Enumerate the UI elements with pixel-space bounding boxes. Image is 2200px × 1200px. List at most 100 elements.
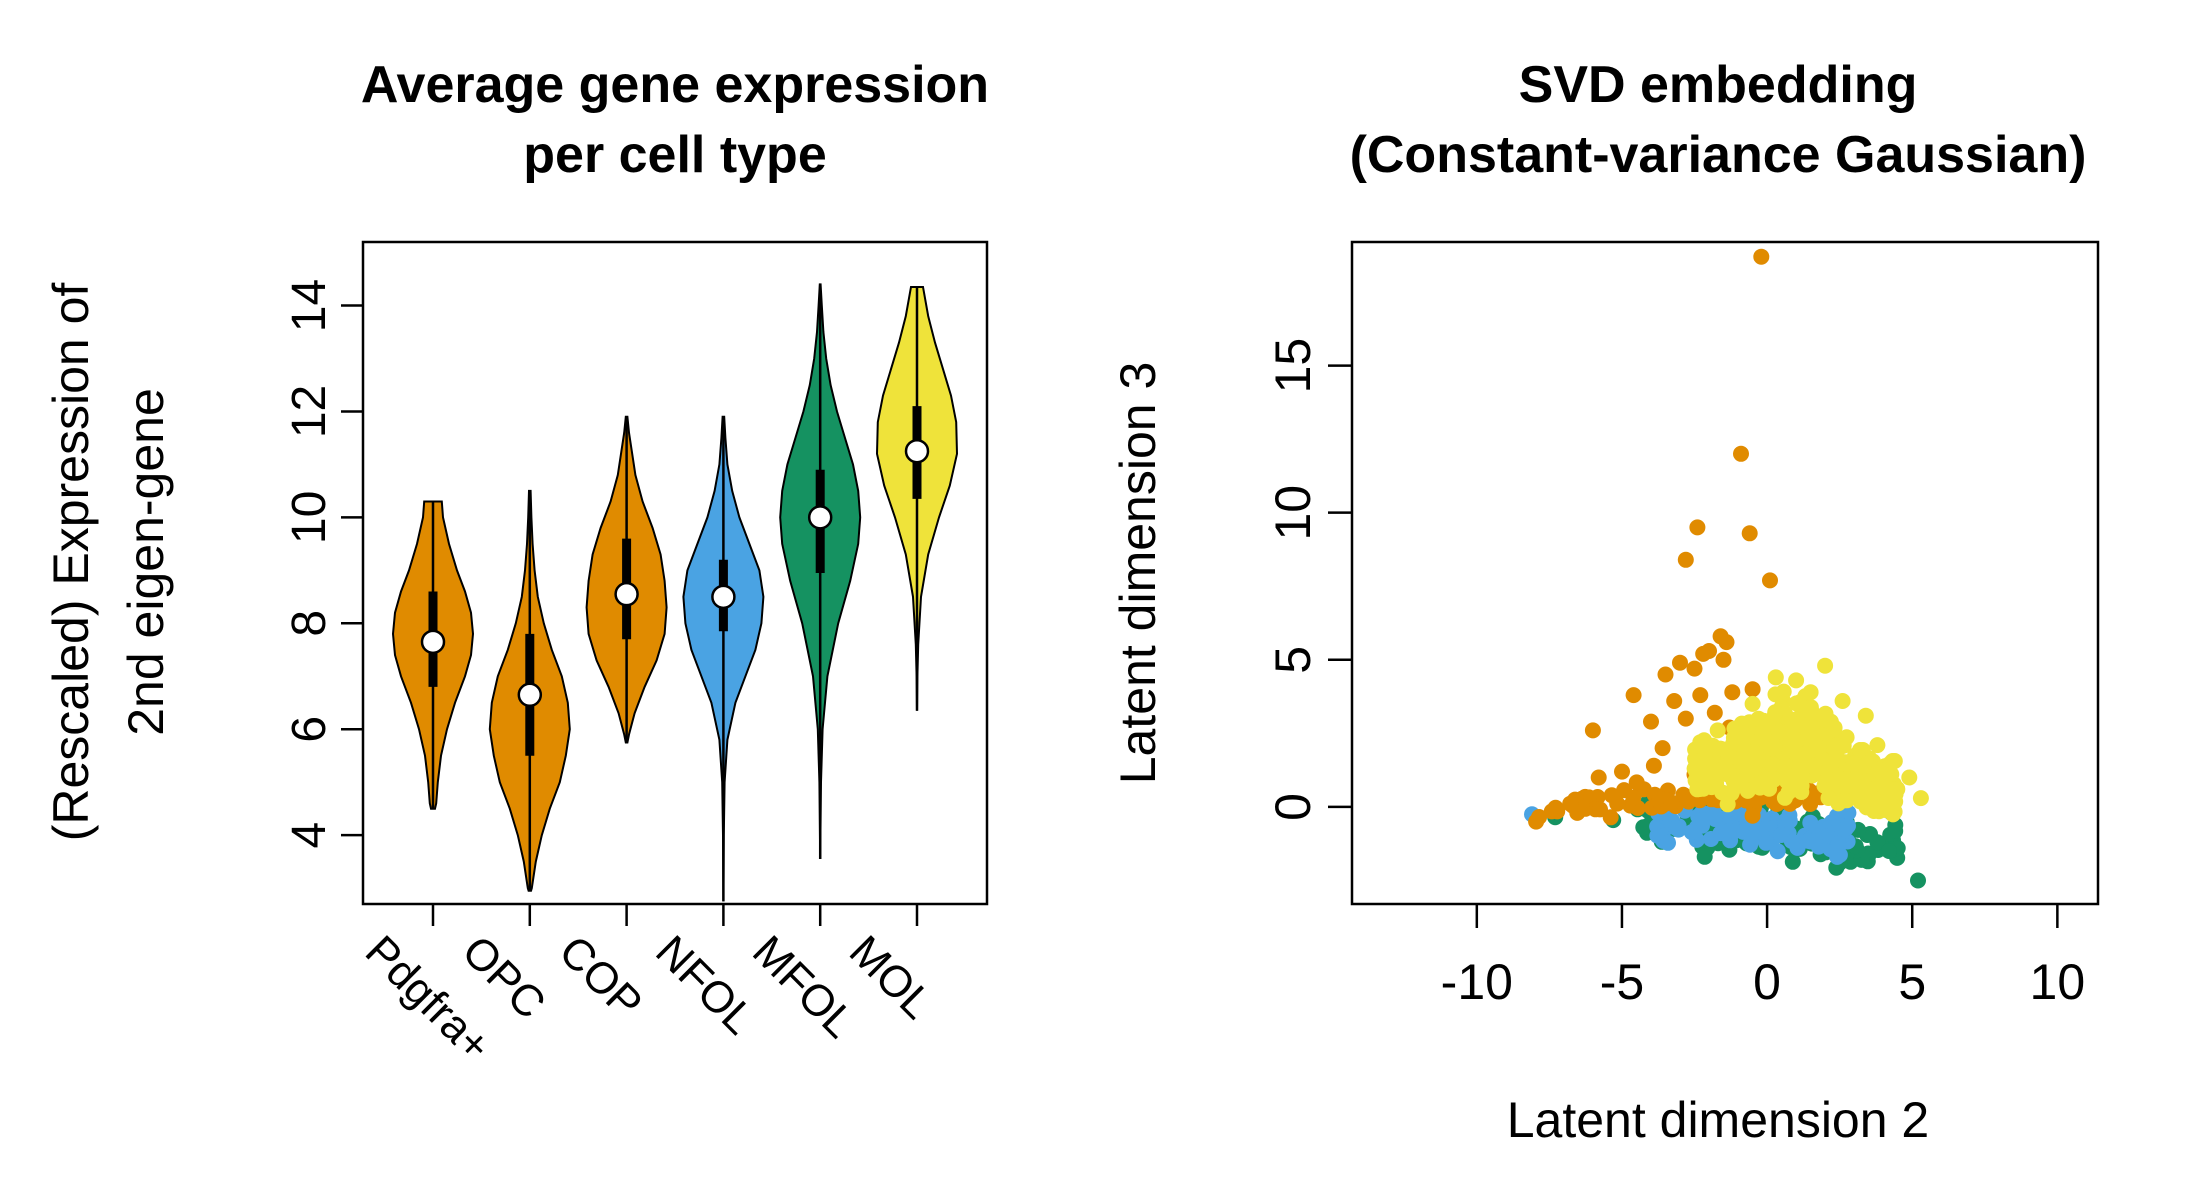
scatter-point: [1744, 807, 1761, 824]
violin-median-point: [711, 584, 736, 610]
scatter-point: [1773, 827, 1790, 843]
scatter-plot-frame: [1350, 240, 2100, 906]
scatter-point: [1869, 737, 1886, 754]
scatter-point: [1775, 683, 1792, 700]
scatter-point: [1719, 796, 1736, 813]
scatter-point: [1769, 843, 1786, 860]
scatter-point: [1706, 704, 1723, 721]
scatter-point: [1657, 666, 1674, 683]
scatter-point: [1886, 803, 1903, 820]
scatter-point: [1852, 742, 1868, 758]
scatter-point: [1677, 551, 1694, 568]
scatter-point: [1784, 853, 1801, 870]
scatter-point: [1865, 790, 1881, 807]
scatter-point: [1766, 771, 1783, 788]
scatter-point: [1654, 740, 1671, 757]
scatter-point: [1660, 834, 1676, 851]
scatter-point: [1800, 832, 1817, 849]
scatter-point: [1668, 820, 1685, 836]
scatter-x-tick-label: -10: [1441, 954, 1513, 1010]
scatter-point: [1827, 775, 1844, 792]
scatter-point: [1689, 519, 1706, 536]
scatter-point: [1562, 795, 1579, 812]
scatter-x-tick-label: 5: [1898, 954, 1926, 1010]
scatter-point: [1753, 248, 1770, 265]
scatter-point: [1691, 781, 1708, 797]
violin-y-tick-label: 14: [283, 279, 336, 332]
scatter-point: [1672, 654, 1688, 671]
scatter-point: [1733, 715, 1750, 732]
violin-ylabel-line1: (Rescaled) Expression of: [43, 283, 99, 842]
scatter-xlabel: Latent dimension 2: [1507, 1092, 1930, 1148]
scatter-point: [1528, 813, 1545, 830]
scatter-y-tick-label: 5: [1265, 646, 1321, 674]
scatter-point: [1763, 756, 1780, 773]
scatter-y-tick-label: 10: [1265, 485, 1321, 541]
scatter-point: [1625, 687, 1642, 704]
scatter-title-line2: (Constant-variance Gaussian): [1350, 126, 2087, 184]
violin-bodies: [391, 283, 959, 902]
scatter-point: [1720, 749, 1737, 766]
violin-median-point: [904, 438, 930, 464]
scatter-point: [1871, 761, 1888, 778]
scatter-point: [1912, 790, 1929, 807]
scatter-point: [1735, 739, 1752, 756]
scatter-point: [1692, 687, 1709, 704]
violin-median-point: [807, 505, 833, 530]
scatter-point: [1838, 729, 1855, 746]
scatter-point: [1712, 825, 1729, 842]
scatter-point: [1869, 834, 1886, 851]
scatter-point: [1881, 843, 1897, 859]
violin-y-tick-label: 4: [283, 822, 336, 849]
scatter-point: [1715, 651, 1732, 668]
scatter-point: [1799, 717, 1816, 734]
scatter-point: [1744, 681, 1761, 698]
violin-x-category-label: COP: [550, 926, 652, 1028]
scatter-point: [1733, 445, 1749, 462]
violin-plot-frame: [361, 240, 989, 906]
violin-y-tick-label: 8: [283, 610, 336, 637]
scatter-point: [1734, 754, 1751, 771]
violin-x-category-label: NFOL: [646, 926, 764, 1044]
scatter-point: [1628, 774, 1645, 791]
scatter-point: [1762, 572, 1778, 589]
scatter-y-tick-label: 15: [1265, 338, 1321, 394]
scatter-point: [1822, 713, 1839, 730]
scatter-point: [1788, 672, 1805, 689]
scatter-point: [1834, 693, 1851, 709]
scatter-point: [1718, 634, 1735, 651]
scatter-point: [1887, 823, 1904, 839]
scatter-point: [1686, 660, 1703, 677]
scatter-point: [1744, 695, 1761, 712]
scatter-point: [1709, 722, 1726, 739]
scatter-point: [1584, 722, 1601, 739]
scatter-point: [1691, 765, 1707, 782]
scatter-point: [1614, 763, 1630, 780]
scatter-point: [1785, 741, 1802, 758]
violin-y-tick-label: 12: [283, 385, 336, 438]
scatter-point: [1828, 744, 1845, 761]
scatter-point: [1692, 734, 1709, 751]
scatter-point: [1850, 772, 1866, 789]
scatter-point: [1759, 716, 1776, 733]
violin-y-axis: 4 6 8 10 12 14: [283, 279, 363, 849]
violin-panel: Average gene expression per cell type (R…: [43, 56, 989, 1071]
scatter-point: [1810, 739, 1827, 756]
scatter-ylabel: Latent dimension 3: [1110, 362, 1166, 785]
scatter-point: [1616, 782, 1633, 799]
scatter-point: [1701, 751, 1718, 768]
scatter-y-axis: 0 5 10 15: [1265, 338, 1352, 821]
scatter-y-tick-label: 0: [1265, 793, 1321, 821]
scatter-x-tick-label: 0: [1753, 954, 1781, 1010]
scatter-point: [1666, 693, 1683, 709]
violin-ylabel-line2: 2nd eigen-gene: [118, 388, 174, 736]
scatter-point: [1767, 669, 1784, 686]
scatter-point: [1830, 795, 1847, 812]
scatter-point: [1901, 769, 1918, 786]
scatter-point: [1643, 713, 1659, 730]
violin-title-line2: per cell type: [523, 126, 826, 184]
scatter-panel: SVD embedding (Constant-variance Gaussia…: [1110, 56, 2100, 1148]
scatter-point: [1784, 729, 1801, 746]
scatter-point: [1767, 704, 1784, 721]
